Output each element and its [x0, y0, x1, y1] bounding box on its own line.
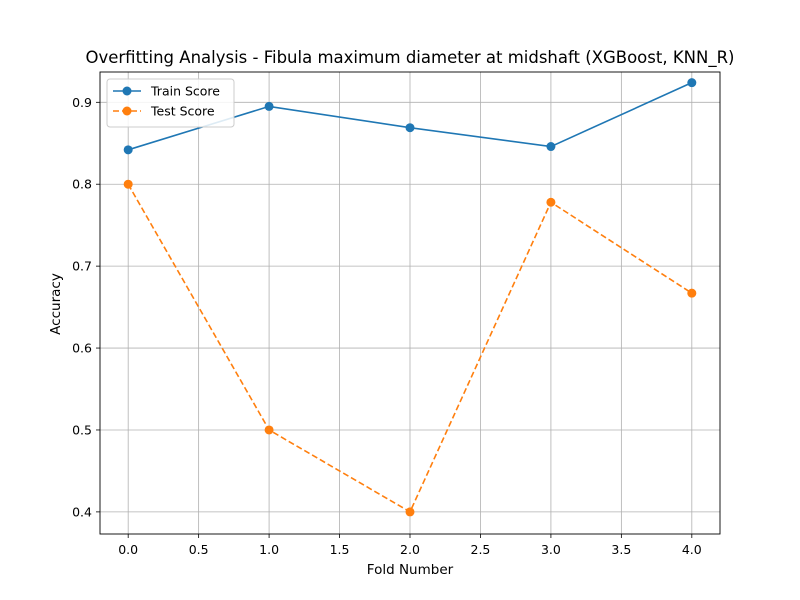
x-tick-label: 1.5 [330, 542, 350, 557]
x-tick-label: 2.0 [400, 542, 420, 557]
y-tick-label: 0.5 [72, 422, 92, 437]
x-tick-label: 3.5 [611, 542, 631, 557]
x-tick-label: 2.5 [471, 542, 491, 557]
axes-frame [99, 71, 721, 535]
train-score-point [546, 142, 556, 152]
y-tick-label: 0.8 [72, 177, 92, 192]
legend-train-score-label: Train Score [150, 84, 220, 99]
x-tick-label: 0.0 [118, 542, 138, 557]
test-score-point [264, 425, 274, 435]
legend-train-score-marker [122, 86, 132, 96]
plot-area: 0.0 0.5 1.0 1.5 2.0 2.5 3.0 3.5 4.0 0.4 0.5 0.6 0.7 0… [72, 71, 721, 557]
x-tick-label: 3.0 [541, 542, 561, 557]
train-score-point [687, 78, 697, 88]
x-tick-label: 1.0 [259, 542, 279, 557]
train-score-point [123, 145, 133, 155]
y-tick-label: 0.7 [72, 259, 92, 274]
y-tick-label: 0.9 [72, 95, 92, 110]
train-score-point [264, 101, 274, 111]
train-score-point [405, 123, 415, 133]
legend: Train Score Test Score [106, 78, 235, 128]
legend-test-score-label: Test Score [150, 104, 215, 119]
y-tick-label: 0.6 [72, 341, 92, 356]
y-axis-label: Accuracy [48, 273, 64, 335]
test-score-point [546, 197, 556, 207]
test-score-point [687, 288, 697, 298]
x-tick-label: 0.5 [189, 542, 209, 557]
chart-title: Overfitting Analysis - Fibula maximum di… [86, 48, 735, 68]
x-tick-label: 4.0 [682, 542, 702, 557]
y-tick-label: 0.4 [72, 504, 92, 519]
legend-test-score-marker [122, 106, 132, 116]
test-score-point [405, 507, 415, 517]
x-axis-label: Fold Number [367, 562, 454, 578]
test-score-point [123, 179, 133, 189]
